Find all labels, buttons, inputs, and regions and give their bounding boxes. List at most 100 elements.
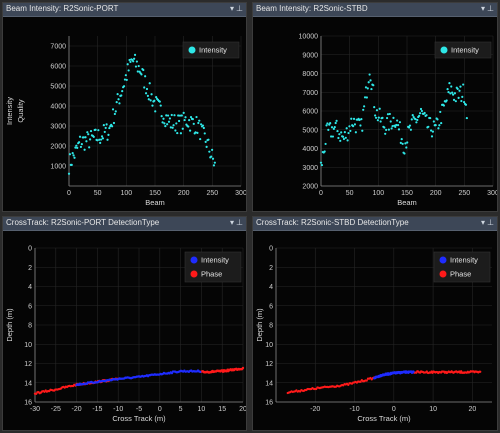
y-tick-label: 2 (269, 265, 273, 272)
data-point (340, 131, 343, 134)
data-point (108, 126, 111, 130)
data-point (332, 127, 335, 130)
data-point (461, 95, 464, 99)
y-tick-label: 5000 (302, 127, 318, 134)
data-point (437, 127, 440, 130)
data-point (199, 137, 202, 141)
y-tick-label: 4 (269, 284, 273, 291)
data-point (125, 78, 128, 82)
data-point (106, 138, 109, 141)
x-tick-label: -25 (51, 406, 61, 413)
pin-icon[interactable]: ⊥ (487, 4, 494, 13)
y-tick-label: 6 (28, 303, 32, 310)
legend-marker-phase (439, 270, 447, 278)
data-point (153, 99, 156, 102)
data-point (375, 109, 379, 112)
data-point (331, 135, 335, 138)
data-point (122, 85, 126, 88)
data-point (100, 135, 104, 138)
data-point (178, 114, 182, 117)
data-point (398, 121, 401, 124)
data-point (120, 94, 123, 97)
data-point (161, 121, 164, 124)
data-point (172, 124, 175, 127)
data-point (112, 121, 116, 125)
data-point (329, 121, 332, 125)
data-point (121, 90, 124, 93)
pin-icon[interactable]: ⊥ (236, 4, 243, 13)
data-point (336, 129, 339, 133)
y-tick-label: 2000 (302, 184, 318, 191)
phase-point (365, 379, 368, 382)
legend-box (182, 41, 240, 59)
x-tick-label: 0 (67, 190, 71, 197)
data-point (464, 103, 468, 106)
pin-icon[interactable]: ⊥ (236, 218, 243, 227)
data-point (75, 144, 78, 147)
data-point (342, 137, 346, 141)
chevron-down-icon[interactable]: ▾ (229, 4, 234, 13)
data-point (447, 91, 450, 94)
data-point (201, 124, 205, 127)
x-tick-label: 15 (218, 406, 226, 413)
legend-label: Intensity (451, 46, 479, 55)
data-point (104, 126, 107, 130)
y-tick-label: 7000 (50, 44, 66, 51)
data-point (210, 155, 213, 158)
data-point (163, 122, 166, 125)
data-point (409, 128, 412, 131)
data-point (341, 135, 345, 138)
data-point (143, 86, 146, 89)
data-point (181, 127, 184, 130)
data-point (128, 58, 131, 62)
phase-point (241, 366, 245, 370)
data-point (458, 89, 461, 92)
data-point (429, 129, 433, 132)
x-tick-label: 100 (372, 190, 384, 197)
data-point (448, 81, 451, 85)
panel-title: Beam Intensity: R2Sonic-PORT (6, 4, 119, 13)
data-point (145, 87, 149, 91)
data-point (111, 125, 114, 128)
data-point (126, 63, 129, 66)
chevron-down-icon[interactable]: ▾ (480, 4, 485, 13)
data-point (399, 141, 402, 144)
data-point (192, 122, 195, 125)
data-point (414, 118, 417, 121)
y-tick-label: 8000 (302, 71, 318, 78)
data-point (204, 140, 207, 143)
data-point (150, 93, 153, 96)
pin-icon[interactable]: ⊥ (487, 218, 494, 227)
data-point (333, 126, 336, 129)
data-point (107, 133, 110, 136)
data-point (346, 139, 349, 142)
data-point (175, 122, 178, 125)
data-point (68, 153, 72, 156)
legend-marker-phase (190, 270, 198, 278)
x-tick-label: 100 (120, 190, 132, 197)
data-point (389, 120, 392, 123)
data-point (147, 98, 150, 101)
data-point (140, 73, 143, 76)
data-point (101, 137, 105, 140)
data-point (451, 91, 454, 94)
panel-beam-intensity-port: Beam Intensity: R2Sonic-PORT ▾ ⊥ 0 50 100 1… (2, 2, 247, 212)
data-point (365, 96, 368, 99)
data-point (397, 128, 401, 131)
x-tick-label: 0 (158, 406, 162, 413)
x-tick-label: -20 (310, 406, 320, 413)
chevron-down-icon[interactable]: ▾ (480, 218, 485, 227)
data-point (349, 129, 352, 133)
chevron-down-icon[interactable]: ▾ (229, 218, 234, 227)
x-tick-label: 250 (206, 190, 218, 197)
data-point (334, 121, 337, 125)
data-point (320, 163, 324, 167)
x-tick-label: 20 (468, 406, 476, 413)
data-point (416, 118, 419, 122)
data-point (195, 115, 198, 119)
x-tick-label: 150 (401, 190, 413, 197)
data-point (170, 113, 173, 117)
data-point (199, 123, 203, 126)
y-tick-label: 1000 (50, 164, 66, 171)
data-point (387, 128, 390, 131)
